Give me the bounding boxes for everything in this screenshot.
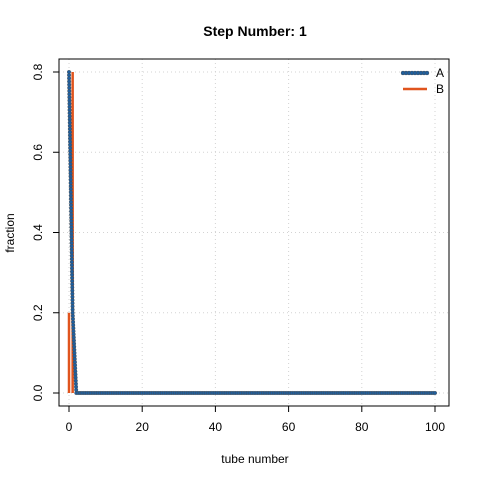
x-axis-label: tube number <box>221 452 288 466</box>
legend-a-point <box>424 70 430 76</box>
legend: A B <box>400 66 444 96</box>
legend-swatch-a-points <box>400 70 430 76</box>
x-tick-label: 40 <box>209 420 223 434</box>
x-tick-label: 0 <box>66 420 73 434</box>
y-axis: 0.0 0.2 0.4 0.6 0.8 <box>31 63 59 401</box>
x-tick-label: 100 <box>425 420 445 434</box>
y-tick-label: 0.0 <box>31 384 45 401</box>
y-axis-label: fraction <box>3 213 17 252</box>
x-tick-label: 80 <box>355 420 369 434</box>
x-axis: 0 20 40 60 80 100 <box>66 406 445 434</box>
series-a-point <box>433 391 438 396</box>
legend-label-b: B <box>436 82 444 96</box>
y-tick-label: 0.6 <box>31 144 45 161</box>
chart-title: Step Number: 1 <box>203 23 307 39</box>
series-a <box>66 69 438 396</box>
y-tick-label: 0.4 <box>31 224 45 241</box>
y-tick-label: 0.8 <box>31 63 45 80</box>
x-tick-label: 20 <box>136 420 150 434</box>
legend-label-a: A <box>436 66 444 80</box>
x-tick-label: 60 <box>282 420 296 434</box>
y-tick-label: 0.2 <box>31 304 45 321</box>
